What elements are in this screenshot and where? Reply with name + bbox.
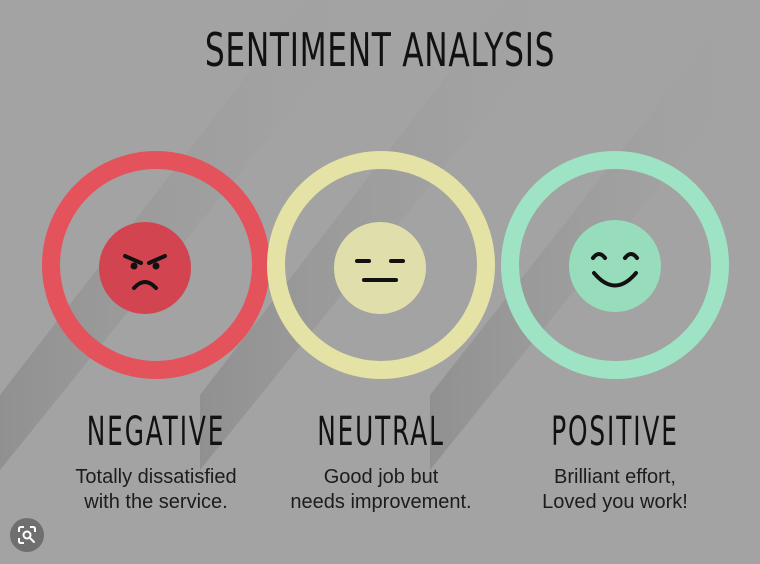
neutral-face-icon (334, 222, 426, 314)
neutral-graphic (267, 151, 495, 379)
neutral-description: Good job but needs improvement. (290, 466, 472, 513)
positive-description: Brilliant effort, Loved you work! (542, 466, 688, 513)
card-negative: NEGATIVE Totally dissatisfied with the s… (31, 0, 281, 564)
neutral-ring (267, 151, 495, 379)
negative-ring (42, 151, 270, 379)
card-positive: POSITIVE Brilliant effort, Loved you wor… (490, 0, 740, 564)
negative-description: Totally dissatisfied with the service. (75, 466, 237, 513)
lens-search-button[interactable] (10, 518, 44, 552)
negative-label: NEGATIVE (86, 409, 226, 455)
page-title: SENTIMENT ANALYSIS (204, 23, 556, 77)
lens-search-icon (18, 526, 36, 544)
positive-ring (501, 151, 729, 379)
smiling-face-icon (569, 220, 661, 312)
positive-graphic (501, 151, 729, 379)
positive-label: POSITIVE (551, 409, 679, 455)
negative-graphic (42, 151, 270, 379)
neutral-label: NEUTRAL (317, 409, 445, 455)
card-neutral: NEUTRAL Good job but needs improvement. (256, 0, 506, 564)
angry-face-icon (99, 222, 191, 314)
